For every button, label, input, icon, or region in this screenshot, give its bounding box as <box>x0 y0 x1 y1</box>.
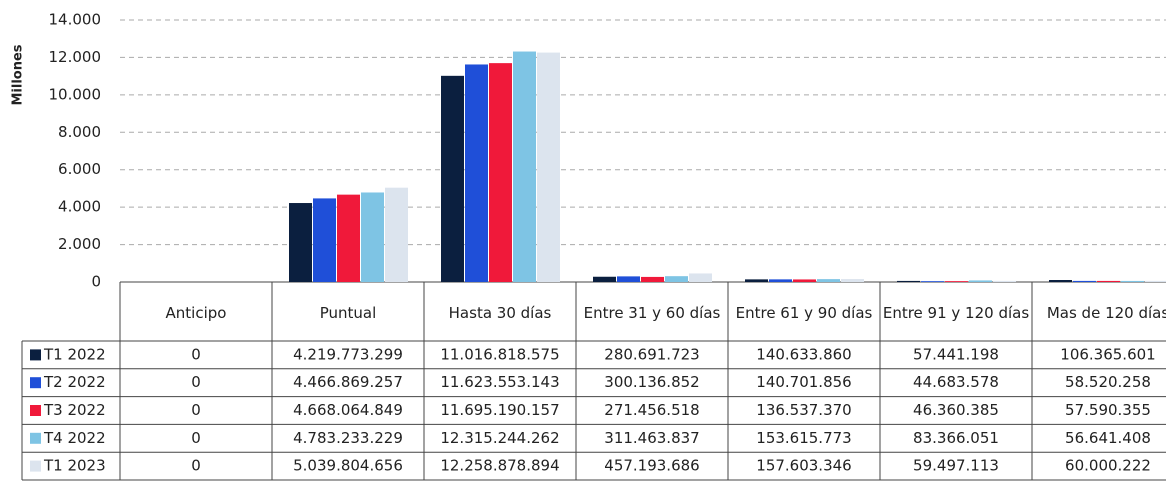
category-label: Entre 61 y 90 días <box>735 303 873 322</box>
table-value: 0 <box>191 345 201 363</box>
bar <box>465 64 488 282</box>
bar <box>689 273 712 282</box>
bar <box>617 276 640 282</box>
table-value: 59.497.113 <box>913 457 999 475</box>
table-value: 140.701.856 <box>756 373 851 391</box>
category-label: Entre 31 y 60 días <box>583 303 721 322</box>
table-value: 0 <box>191 401 201 419</box>
table-header-cell: Hasta 30 días <box>448 303 552 322</box>
y-tick-label: 8.000 <box>58 123 101 141</box>
bar <box>769 279 792 282</box>
bar <box>361 192 384 282</box>
category-label: Anticipo <box>165 303 227 322</box>
table-value: 60.000.222 <box>1065 457 1151 475</box>
bar <box>993 280 1016 282</box>
y-tick-label: 6.000 <box>58 160 101 178</box>
bar <box>313 198 336 282</box>
bar <box>641 276 664 282</box>
y-tick-label: 4.000 <box>58 198 101 216</box>
table-value: 11.623.553.143 <box>440 373 559 391</box>
legend-label: T1 2023 <box>43 457 106 475</box>
bar <box>385 187 408 282</box>
table-value: 311.463.837 <box>604 429 699 447</box>
bar <box>441 75 464 282</box>
bar <box>1097 280 1120 282</box>
bar <box>537 52 560 283</box>
bar <box>921 281 944 282</box>
table-value: 12.315.244.262 <box>440 429 559 447</box>
legend-swatch <box>30 432 41 444</box>
bar <box>945 281 968 282</box>
y-tick-label: 0 <box>91 273 101 291</box>
table-header-cell: Entre 91 y 120 días <box>882 303 1030 322</box>
table-value: 56.641.408 <box>1065 429 1151 447</box>
table-header-cell: Anticipo <box>165 303 227 322</box>
bar <box>745 279 768 282</box>
bar <box>289 203 312 282</box>
bar <box>1073 280 1096 282</box>
y-tick-label: 12.000 <box>49 48 102 66</box>
table-value: 44.683.578 <box>913 373 999 391</box>
table-value: 12.258.878.894 <box>440 457 559 475</box>
table-value: 457.193.686 <box>604 457 699 475</box>
bar <box>1049 280 1072 282</box>
legend-swatch <box>30 460 41 472</box>
legend-swatch <box>30 349 41 361</box>
bar <box>969 280 992 282</box>
table-value: 0 <box>191 373 201 391</box>
table-header-cell: Entre 61 y 90 días <box>735 303 873 322</box>
bar <box>337 194 360 282</box>
table-value: 271.456.518 <box>604 401 699 419</box>
y-tick-label: 14.000 <box>49 11 102 29</box>
table-value: 4.668.064.849 <box>293 401 403 419</box>
table-value: 0 <box>191 457 201 475</box>
table-value: 11.695.190.157 <box>440 401 559 419</box>
table-value: 5.039.804.656 <box>293 457 403 475</box>
table-header-cell: Mas de 120 días <box>1046 303 1166 322</box>
table-header-cell: Puntual <box>319 303 377 322</box>
y-axis-label: Millones <box>11 44 26 105</box>
legend-swatch <box>30 405 41 416</box>
bar <box>841 279 864 282</box>
table-value: 280.691.723 <box>604 345 699 363</box>
table-value: 157.603.346 <box>756 457 851 475</box>
bar <box>897 280 920 282</box>
bar <box>817 279 840 282</box>
table-value: 83.366.051 <box>913 429 999 447</box>
category-label: Entre 91 y 120 días <box>882 303 1030 322</box>
table-value: 106.365.601 <box>1060 345 1155 363</box>
table-value: 4.466.869.257 <box>293 373 403 391</box>
table-value: 4.219.773.299 <box>293 345 403 363</box>
table-value: 140.633.860 <box>756 345 851 363</box>
table-value: 136.537.370 <box>756 401 851 419</box>
table-header-cell: Entre 31 y 60 días <box>583 303 721 322</box>
bar <box>1145 280 1166 282</box>
table-value: 153.615.773 <box>756 429 851 447</box>
category-label: Mas de 120 días <box>1046 303 1166 322</box>
table-value: 46.360.385 <box>913 401 999 419</box>
bar <box>489 63 512 282</box>
legend-swatch <box>30 377 41 389</box>
table-value: 57.590.355 <box>1065 401 1151 419</box>
legend-label: T1 2022 <box>43 345 106 363</box>
category-label: Puntual <box>319 303 377 322</box>
legend-label: T2 2022 <box>43 373 106 391</box>
table-value: 0 <box>191 429 201 447</box>
bar <box>593 276 616 282</box>
y-tick-label: 2.000 <box>58 235 101 253</box>
table-value: 300.136.852 <box>604 373 699 391</box>
table-value: 58.520.258 <box>1065 373 1151 391</box>
bar <box>793 279 816 282</box>
table-value: 11.016.818.575 <box>440 345 559 363</box>
bar <box>665 276 688 282</box>
bar <box>1121 280 1144 282</box>
category-label: Hasta 30 días <box>448 303 552 322</box>
legend-label: T3 2022 <box>43 401 106 419</box>
y-tick-label: 10.000 <box>49 85 102 103</box>
table-value: 4.783.233.229 <box>293 429 403 447</box>
legend-label: T4 2022 <box>43 429 106 447</box>
table-value: 57.441.198 <box>913 345 999 363</box>
bar <box>513 51 536 283</box>
